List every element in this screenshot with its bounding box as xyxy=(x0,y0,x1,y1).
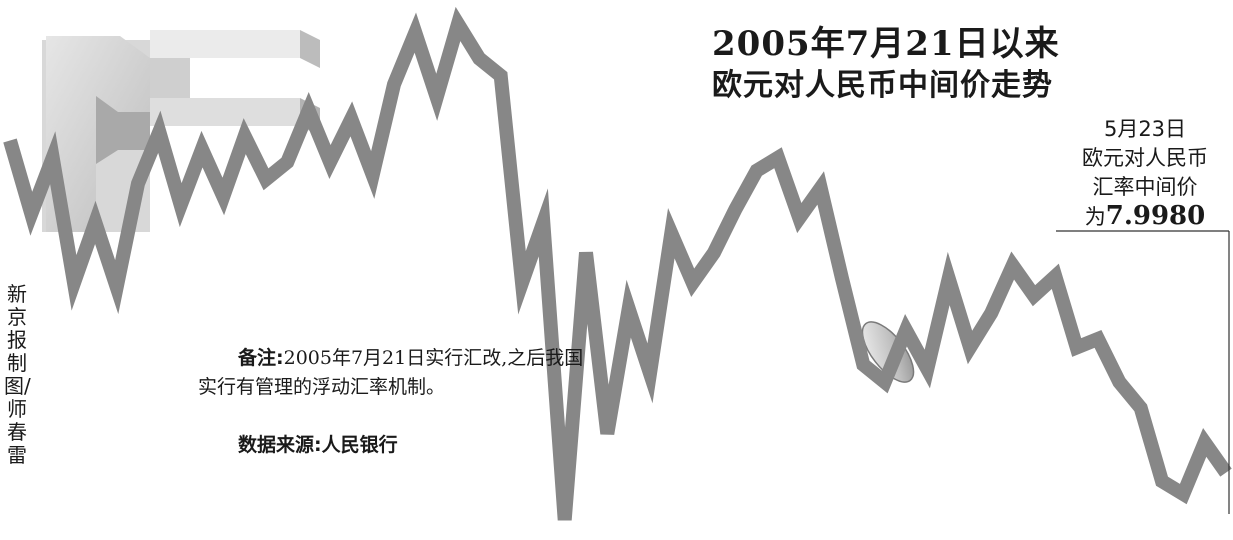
callout-rate-type: 汇率中间价 xyxy=(1092,175,1198,199)
source-label: 数据来源: xyxy=(238,434,322,456)
note-label: 备注: xyxy=(238,347,284,369)
callout-pair: 欧元对人民币 xyxy=(1082,146,1208,170)
series-line xyxy=(3,6,1232,521)
data-source: 数据来源:人民银行 xyxy=(238,430,398,457)
note-text: 2005年7月21日实行汇改,之后我国实行有管理的浮动汇率机制。 xyxy=(198,347,584,398)
graphic-credit: 新京报制图/师春雷 xyxy=(4,282,31,467)
callout-date: 5月23日 xyxy=(1103,117,1187,141)
latest-value-callout: 5月23日 欧元对人民币 汇率中间价 为7.9980 xyxy=(1060,115,1230,232)
callout-value-row: 为7.9980 xyxy=(1060,202,1230,232)
note-block: 备注:2005年7月21日实行汇改,之后我国实行有管理的浮动汇率机制。 xyxy=(198,344,584,402)
callout-value: 7.9980 xyxy=(1105,201,1206,231)
callout-prefix: 为 xyxy=(1084,205,1106,229)
source-name: 人民银行 xyxy=(321,434,398,456)
chart-subtitle: 欧元对人民币中间价走势 xyxy=(712,68,1053,103)
chart-title: 2005年7月21日以来 xyxy=(712,24,1060,64)
